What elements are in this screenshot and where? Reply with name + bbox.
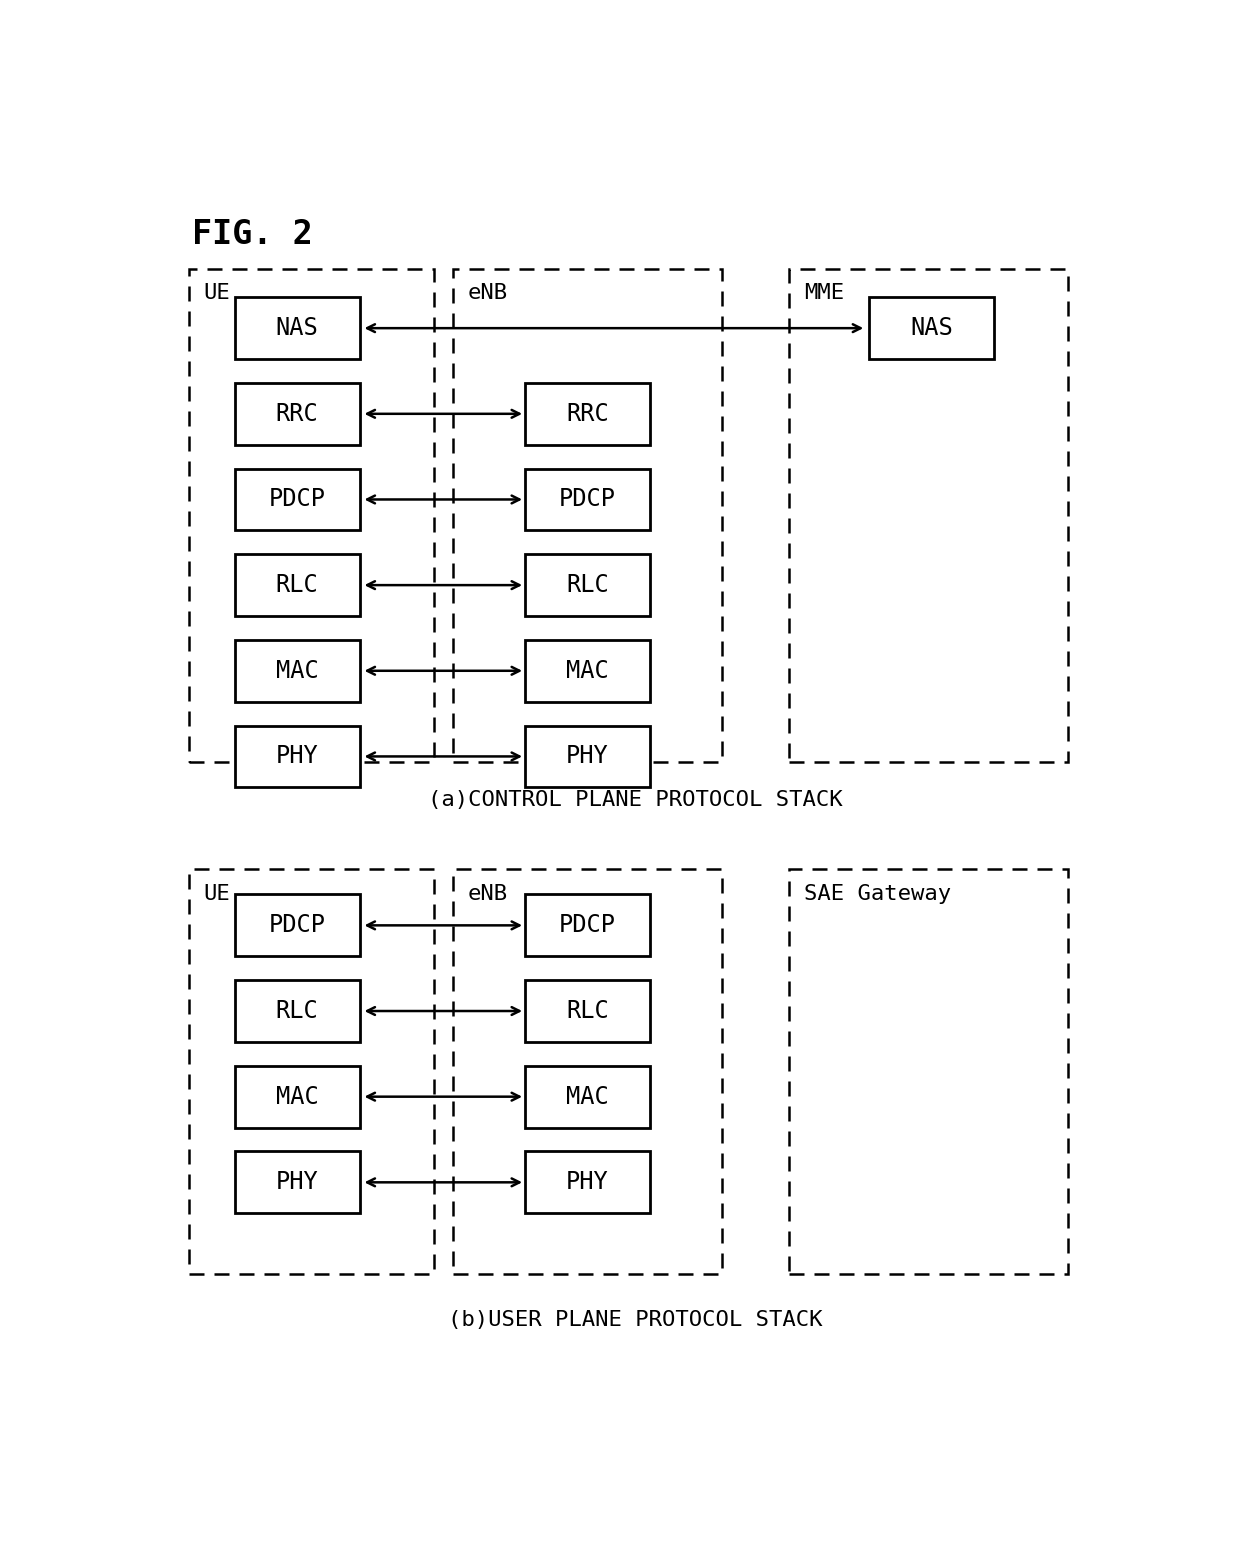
Bar <box>525 980 650 1041</box>
Bar <box>525 468 650 530</box>
Text: PHY: PHY <box>275 1170 319 1194</box>
Bar <box>789 269 1068 762</box>
Bar <box>234 468 360 530</box>
Bar <box>234 640 360 701</box>
Bar <box>234 297 360 358</box>
Text: SAE Gateway: SAE Gateway <box>804 884 951 904</box>
Text: MAC: MAC <box>567 658 609 683</box>
Bar <box>234 1151 360 1213</box>
Bar <box>525 1066 650 1128</box>
Bar <box>525 1151 650 1213</box>
Text: MAC: MAC <box>567 1085 609 1109</box>
Bar <box>234 1066 360 1128</box>
Text: PDCP: PDCP <box>269 913 326 938</box>
Bar <box>234 726 360 788</box>
Text: NAS: NAS <box>275 317 319 340</box>
Text: PHY: PHY <box>567 745 609 768</box>
Text: MAC: MAC <box>275 1085 319 1109</box>
Bar <box>453 269 722 762</box>
Bar <box>525 640 650 701</box>
Text: RLC: RLC <box>275 573 319 596</box>
Text: (a)CONTROL PLANE PROTOCOL STACK: (a)CONTROL PLANE PROTOCOL STACK <box>428 789 843 810</box>
Bar <box>525 555 650 616</box>
Text: RRC: RRC <box>567 402 609 426</box>
Bar <box>234 383 360 445</box>
Text: RLC: RLC <box>567 573 609 596</box>
Text: UE: UE <box>203 884 229 904</box>
Bar <box>869 297 994 358</box>
Bar <box>525 895 650 956</box>
Bar <box>525 383 650 445</box>
Bar <box>188 269 434 762</box>
Bar <box>525 726 650 788</box>
Text: (b)USER PLANE PROTOCOL STACK: (b)USER PLANE PROTOCOL STACK <box>448 1310 823 1330</box>
Text: RLC: RLC <box>275 1000 319 1023</box>
Text: PHY: PHY <box>567 1170 609 1194</box>
Text: NAS: NAS <box>910 317 952 340</box>
Bar <box>234 895 360 956</box>
Text: PDCP: PDCP <box>559 488 616 511</box>
Bar <box>789 870 1068 1275</box>
Text: MAC: MAC <box>275 658 319 683</box>
Bar <box>234 555 360 616</box>
Text: RLC: RLC <box>567 1000 609 1023</box>
Text: UE: UE <box>203 283 229 303</box>
Bar <box>188 870 434 1275</box>
Text: PDCP: PDCP <box>269 488 326 511</box>
Text: eNB: eNB <box>467 884 507 904</box>
Text: FIG. 2: FIG. 2 <box>191 218 312 250</box>
Bar <box>453 870 722 1275</box>
Bar <box>234 980 360 1041</box>
Text: PHY: PHY <box>275 745 319 768</box>
Text: RRC: RRC <box>275 402 319 426</box>
Text: MME: MME <box>804 283 843 303</box>
Text: eNB: eNB <box>467 283 507 303</box>
Text: PDCP: PDCP <box>559 913 616 938</box>
